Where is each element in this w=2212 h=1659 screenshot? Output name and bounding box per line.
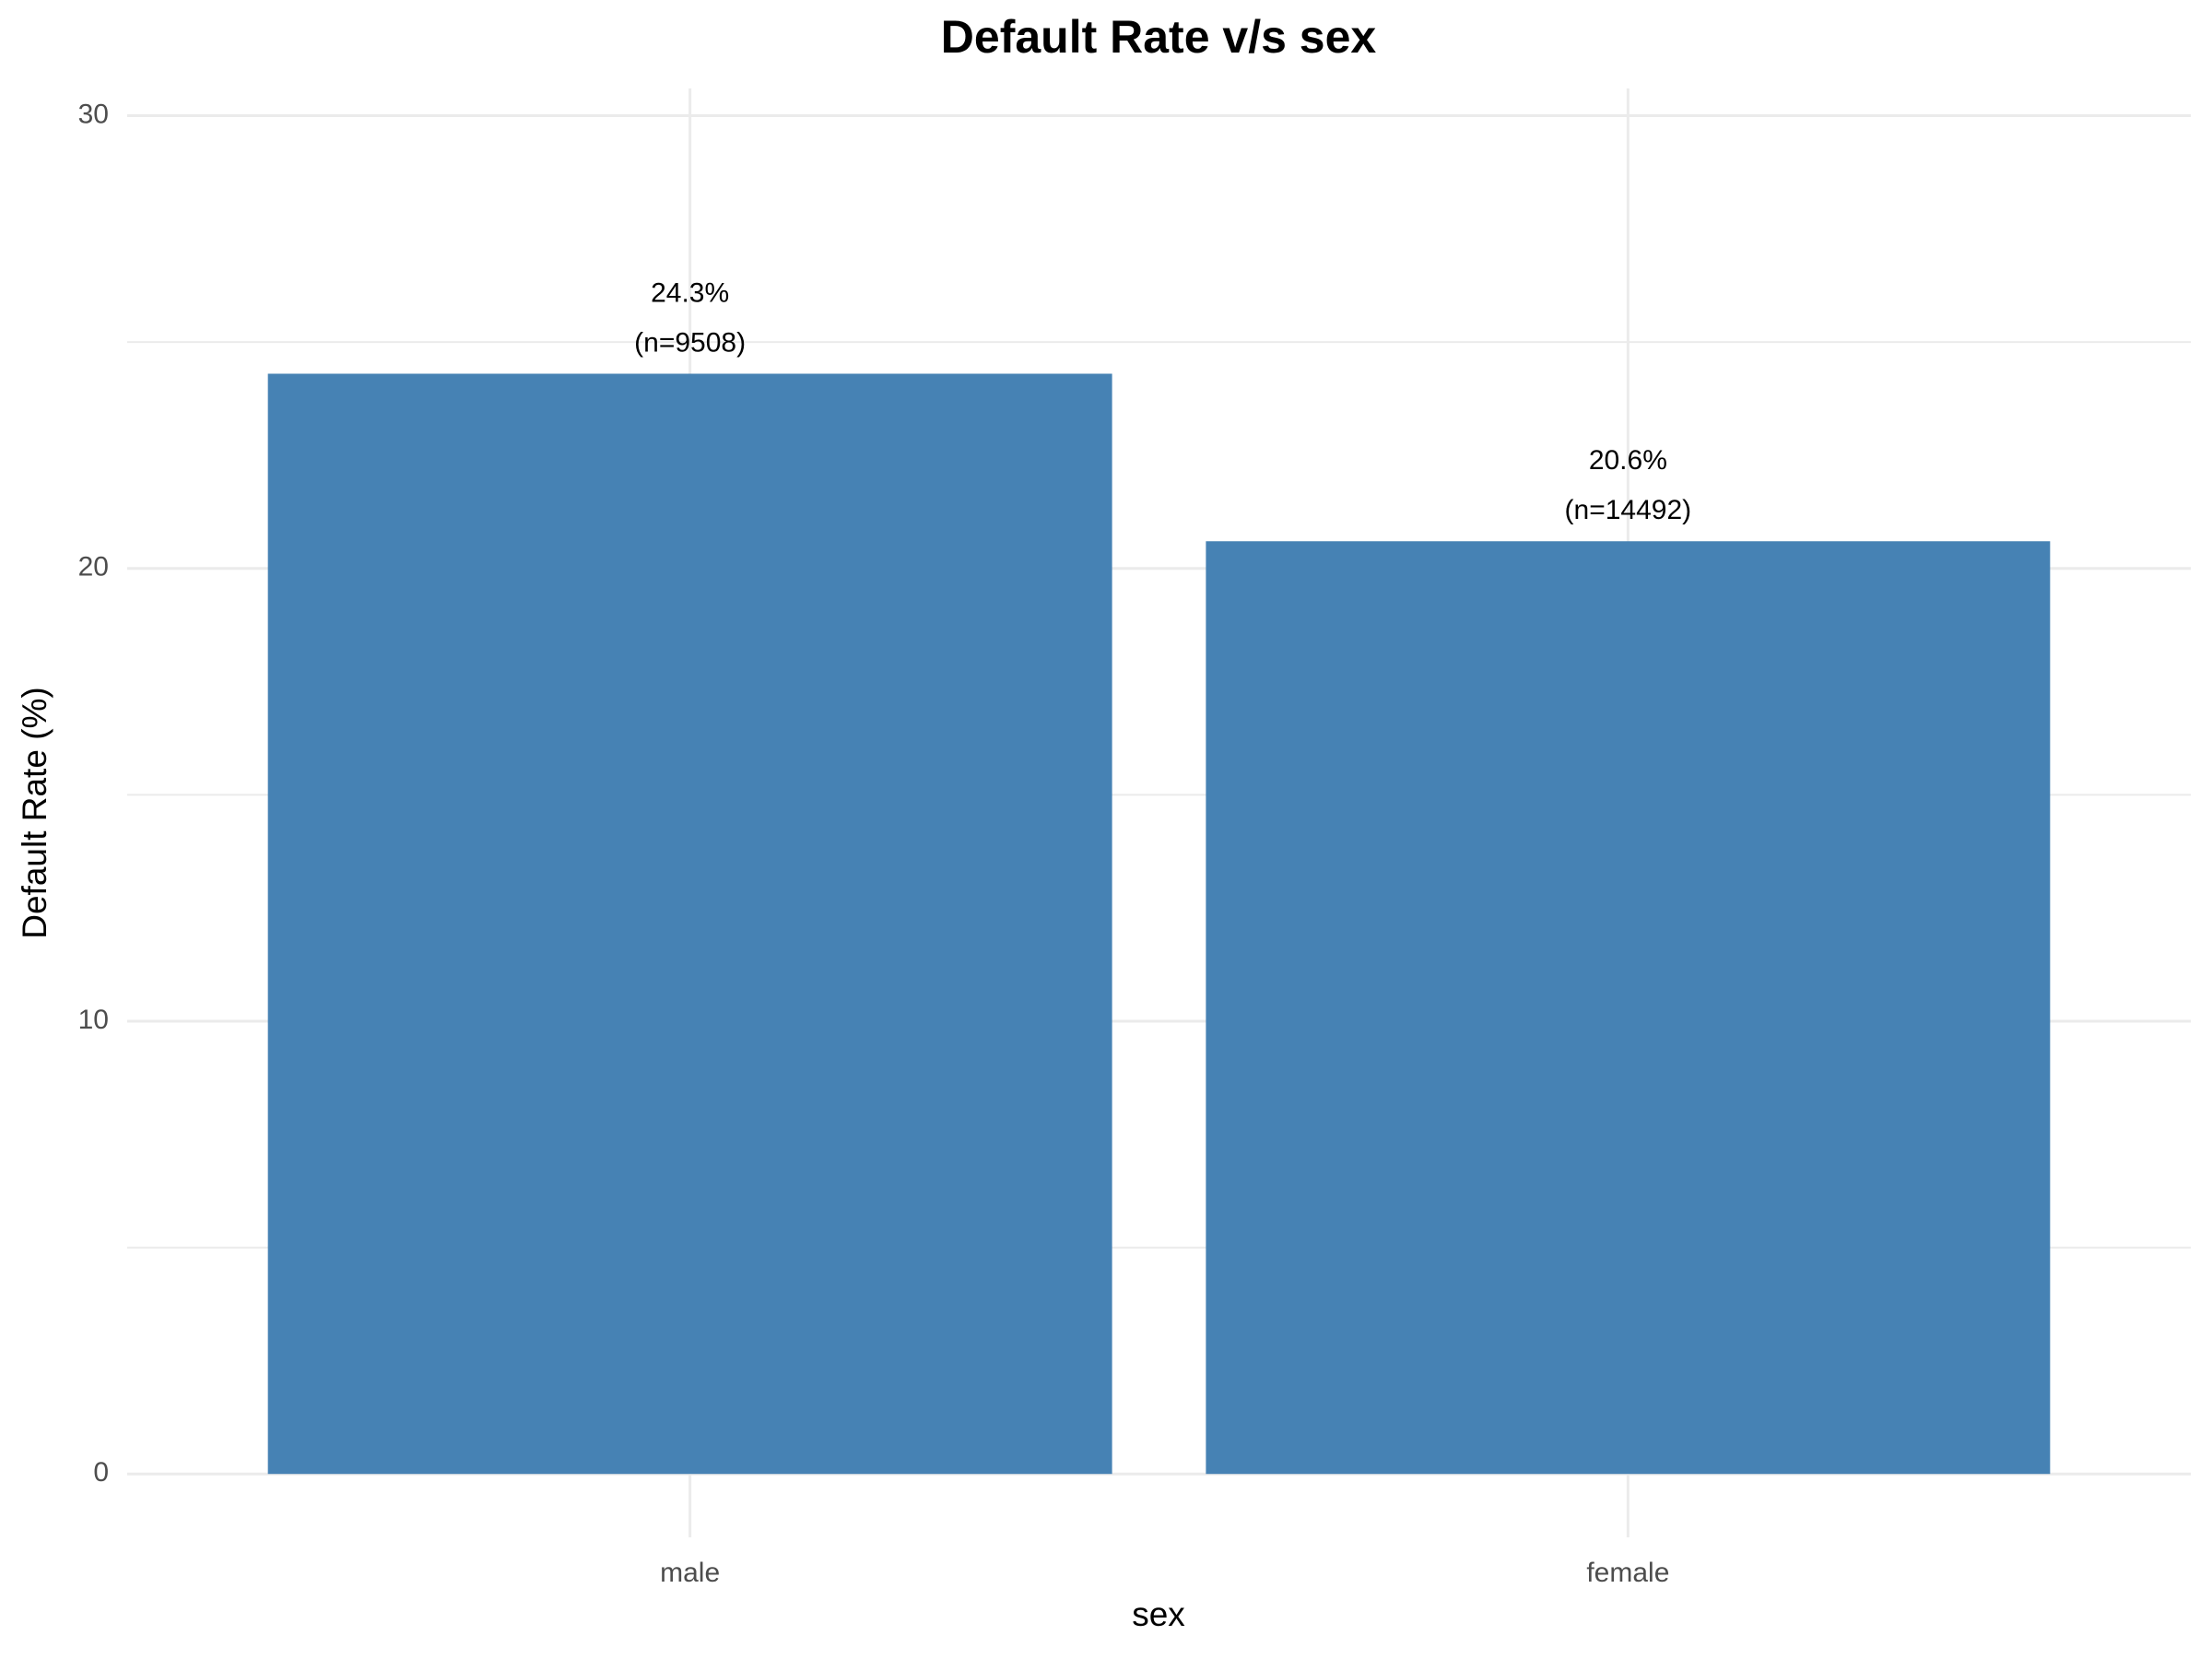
x-axis-title: sex	[1132, 1595, 1185, 1633]
chart-title: Default Rate v/s sex	[941, 11, 1377, 63]
y-axis-title: Default Rate (%)	[16, 687, 53, 939]
y-tick-label: 10	[78, 1005, 109, 1035]
bar	[267, 373, 1112, 1475]
x-tick-label: female	[1586, 1558, 1669, 1588]
y-tick-label: 0	[93, 1457, 109, 1488]
value-label: 24.3%	[651, 277, 729, 308]
x-tick-label: male	[660, 1558, 720, 1588]
value-label: 20.6%	[1589, 445, 1667, 476]
count-label: (n=14492)	[1565, 495, 1692, 525]
bar	[1206, 541, 2051, 1475]
y-tick-label: 30	[78, 99, 109, 129]
count-label: (n=9508)	[634, 327, 746, 358]
y-tick-label: 20	[78, 552, 109, 582]
